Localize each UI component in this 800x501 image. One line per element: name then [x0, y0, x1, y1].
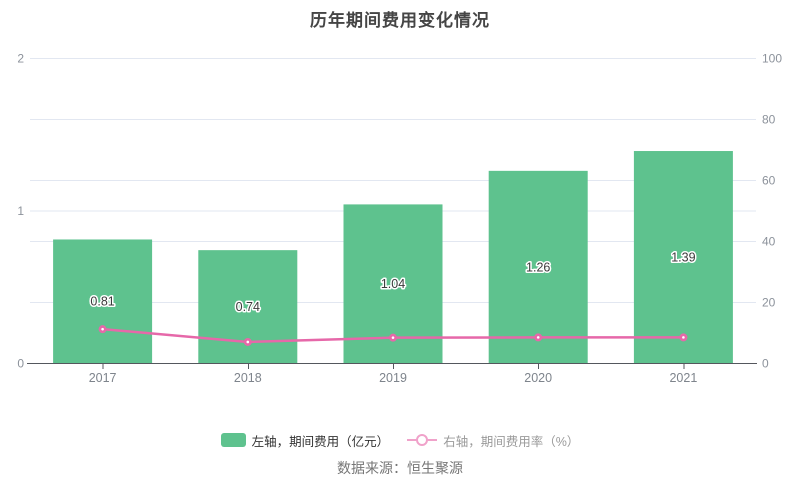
chart-title: 历年期间费用变化情况 — [310, 11, 490, 30]
right-axis-label-60: 60 — [762, 174, 776, 188]
line-series-marker-icon — [407, 433, 438, 447]
legend-label-line-series: 右轴，期间费用率（%） — [443, 434, 580, 449]
legend-item-line-series[interactable]: 右轴，期间费用率（%） — [407, 431, 579, 450]
bar-value-label-2019: 1.04 — [381, 277, 405, 291]
bar-2017[interactable] — [53, 239, 153, 363]
right-axis-label-20: 20 — [762, 296, 776, 310]
right-axis-label-100: 100 — [762, 52, 782, 66]
left-axis-label-0: 0 — [17, 357, 24, 371]
bar-value-label-2021: 1.39 — [671, 251, 695, 265]
legend-label-bar-series: 左轴，期间费用（亿元） — [251, 434, 390, 449]
legend-line-ring-icon — [416, 434, 429, 446]
bar-2020[interactable] — [488, 170, 588, 363]
right-axis-label-0: 0 — [762, 357, 769, 371]
x-axis-label-2019: 2019 — [379, 371, 407, 385]
right-axis-label-40: 40 — [762, 235, 776, 249]
bar-value-label-2020: 1.26 — [526, 260, 550, 274]
rate-point-center-2021 — [682, 336, 685, 339]
rate-point-center-2017 — [101, 327, 104, 331]
legend: 左轴，期间费用（亿元） 右轴，期间费用率（%） — [0, 430, 800, 450]
bar-2021[interactable] — [633, 151, 733, 363]
legend-item-bar-series[interactable]: 左轴，期间费用（亿元） — [220, 431, 390, 450]
rate-point-center-2020 — [536, 336, 540, 339]
rate-point-center-2019 — [391, 336, 395, 339]
left-axis-label-2: 2 — [17, 52, 24, 66]
bar-value-label-2017: 0.81 — [90, 295, 114, 309]
left-axis-label-1: 1 — [17, 204, 24, 218]
x-axis-label-2021: 2021 — [669, 371, 697, 385]
data-source-note: 数据来源：恒生聚源 — [337, 460, 463, 476]
right-axis-label-80: 80 — [762, 113, 776, 127]
bar-series-swatch-icon — [220, 433, 246, 447]
rate-point-center-2018 — [246, 340, 250, 344]
bar-value-label-2018: 0.74 — [236, 300, 260, 314]
x-axis-label-2018: 2018 — [234, 371, 262, 385]
x-axis-label-2020: 2020 — [524, 371, 552, 385]
x-axis-label-2017: 2017 — [89, 371, 117, 385]
